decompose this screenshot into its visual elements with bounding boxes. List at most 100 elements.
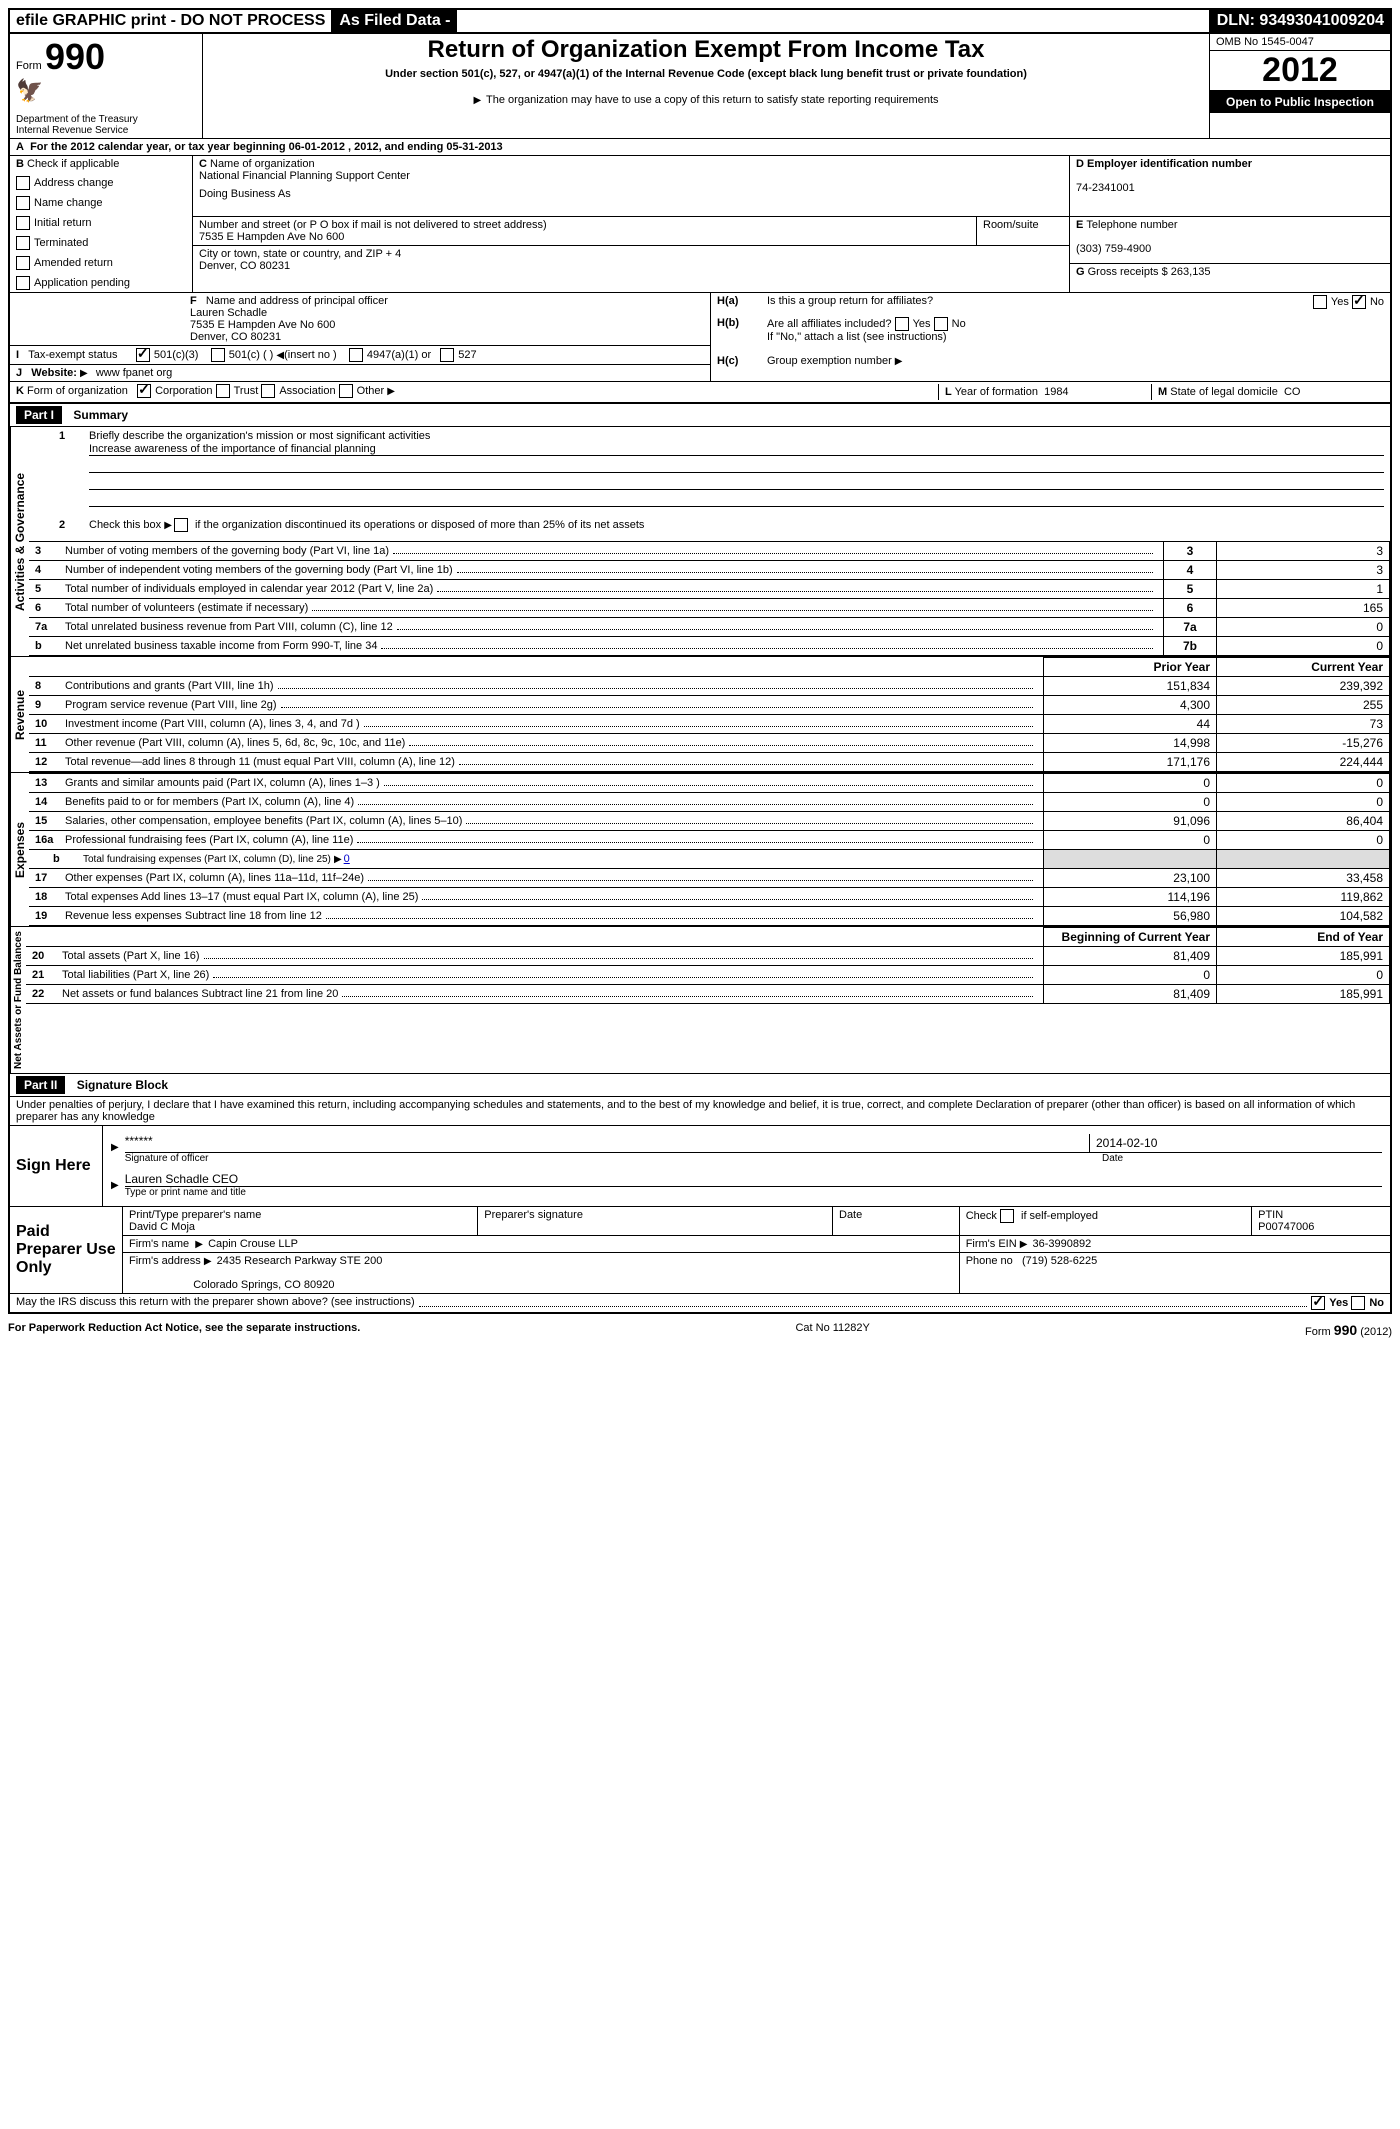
prep-sig-label: Preparer's signature xyxy=(478,1207,833,1236)
l1-text: Briefly describe the organization's miss… xyxy=(89,430,430,442)
insert-no: (insert no ) xyxy=(284,349,337,361)
hb-yes-checkbox[interactable] xyxy=(895,317,909,331)
firm-addr2: Colorado Springs, CO 80920 xyxy=(193,1279,334,1291)
self-emp-checkbox[interactable] xyxy=(1000,1209,1014,1223)
ha-yes-checkbox[interactable] xyxy=(1313,295,1327,309)
prep-name-label: Print/Type preparer's name xyxy=(129,1209,261,1221)
4947-label: 4947(a)(1) or xyxy=(367,349,431,361)
l16b-value[interactable]: 0 xyxy=(344,853,350,865)
efile-label: efile GRAPHIC print - DO NOT PROCESS xyxy=(10,10,331,32)
trust-checkbox[interactable] xyxy=(216,384,230,398)
part1-header: Part I xyxy=(16,406,62,424)
table-row: 7aTotal unrelated business revenue from … xyxy=(29,618,1390,637)
part2-subtitle: Signature Block xyxy=(77,1078,168,1092)
prior-year-header: Prior Year xyxy=(1044,658,1217,677)
end-year-header: End of Year xyxy=(1217,928,1390,947)
paid-preparer-label: Paid Preparer Use Only xyxy=(10,1207,123,1293)
table-row: bNet unrelated business taxable income f… xyxy=(29,637,1390,656)
state-reporting-note: The organization may have to use a copy … xyxy=(486,94,938,106)
org-name-label: Name of organization xyxy=(210,158,315,170)
addr-change-label: Address change xyxy=(34,177,114,189)
amended-checkbox[interactable] xyxy=(16,256,30,270)
firm-ein: 36-3990892 xyxy=(1033,1238,1092,1250)
table-row: 15Salaries, other compensation, employee… xyxy=(29,812,1390,831)
part1-subtitle: Summary xyxy=(73,408,128,422)
footer-form-no: 990 xyxy=(1334,1322,1357,1338)
527-checkbox[interactable] xyxy=(440,348,454,362)
open-to-public: Open to Public Inspection xyxy=(1210,91,1390,113)
tax-year: 2012 xyxy=(1210,51,1390,91)
table-row: 12Total revenue—add lines 8 through 11 (… xyxy=(29,753,1390,772)
tax-year-line: For the 2012 calendar year, or tax year … xyxy=(30,141,503,153)
firm-addr-label: Firm's address xyxy=(129,1255,201,1267)
terminated-checkbox[interactable] xyxy=(16,236,30,250)
addr-change-checkbox[interactable] xyxy=(16,176,30,190)
firm-name-label: Firm's name xyxy=(129,1238,189,1250)
firm-phone: (719) 528-6225 xyxy=(1022,1255,1097,1267)
revenue-table: Prior Year Current Year 8Contributions a… xyxy=(29,657,1390,772)
return-title: Return of Organization Exempt From Incom… xyxy=(209,36,1203,64)
footer-form-year: (2012) xyxy=(1360,1326,1392,1338)
form-number: 990 xyxy=(45,36,105,77)
self-emp-label: Check if self-employed xyxy=(966,1210,1098,1222)
discuss-no-checkbox[interactable] xyxy=(1351,1296,1365,1310)
firm-addr1: 2435 Research Parkway STE 200 xyxy=(217,1255,383,1267)
officer-addr2: Denver, CO 80231 xyxy=(190,331,281,343)
prep-date-label: Date xyxy=(833,1207,960,1236)
app-pending-label: Application pending xyxy=(34,277,130,289)
ha-no-checkbox[interactable] xyxy=(1352,295,1366,309)
l16b-num: b xyxy=(35,853,83,865)
corp-checkbox[interactable] xyxy=(137,384,151,398)
tab-net-assets: Net Assets or Fund Balances xyxy=(10,927,26,1073)
omb-label: OMB No xyxy=(1216,36,1258,48)
terminated-label: Terminated xyxy=(34,237,88,249)
app-pending-checkbox[interactable] xyxy=(16,276,30,290)
table-row: 18Total expenses Add lines 13–17 (must e… xyxy=(29,888,1390,907)
initial-return-checkbox[interactable] xyxy=(16,216,30,230)
dept-irs: Internal Revenue Service xyxy=(16,125,196,136)
table-row: 5Total number of individuals employed in… xyxy=(29,580,1390,599)
table-row: 9Program service revenue (Part VIII, lin… xyxy=(29,696,1390,715)
firm-ein-label: Firm's EIN xyxy=(966,1238,1017,1250)
sign-here-label: Sign Here xyxy=(10,1126,103,1206)
form-label-row: Form 990 xyxy=(16,36,196,78)
table-row: 6Total number of volunteers (estimate if… xyxy=(29,599,1390,618)
other-checkbox[interactable] xyxy=(339,384,353,398)
hb-no-checkbox[interactable] xyxy=(934,317,948,331)
table-row: 10Investment income (Part VIII, column (… xyxy=(29,715,1390,734)
tax-exempt-label: Tax-exempt status xyxy=(28,349,117,361)
form-label: Form xyxy=(16,60,42,72)
name-change-checkbox[interactable] xyxy=(16,196,30,210)
l2-checkbox[interactable] xyxy=(174,518,188,532)
return-subtitle: Under section 501(c), 527, or 4947(a)(1)… xyxy=(209,68,1203,80)
assoc-checkbox[interactable] xyxy=(261,384,275,398)
phone-label: Telephone number xyxy=(1086,219,1177,231)
state-dom-label: State of legal domicile xyxy=(1170,386,1278,398)
l2-rest: if the organization discontinued its ope… xyxy=(195,519,644,531)
arrow-icon xyxy=(473,94,483,106)
officer-addr1: 7535 E Hampden Ave No 600 xyxy=(190,319,335,331)
city-value: Denver, CO 80231 xyxy=(199,260,290,272)
website-label: Website: xyxy=(31,367,77,379)
501c-checkbox[interactable] xyxy=(211,348,225,362)
4947-checkbox[interactable] xyxy=(349,348,363,362)
cat-no: Cat No 11282Y xyxy=(795,1322,869,1338)
officer-signature: ****** xyxy=(125,1134,1089,1152)
527-label: 527 xyxy=(458,349,476,361)
table-row: 13Grants and similar amounts paid (Part … xyxy=(29,774,1390,793)
street-label: Number and street (or P O box if mail is… xyxy=(199,219,547,231)
discuss-yes-checkbox[interactable] xyxy=(1311,1296,1325,1310)
initial-return-label: Initial return xyxy=(34,217,91,229)
table-row: 11Other revenue (Part VIII, column (A), … xyxy=(29,734,1390,753)
ha-label: Is this a group return for affiliates? xyxy=(767,295,1313,309)
dba-label: Doing Business As xyxy=(199,188,291,200)
table-row: 16aProfessional fundraising fees (Part I… xyxy=(29,831,1390,850)
ptin-label: PTIN xyxy=(1258,1209,1283,1221)
sign-date: 2014-02-10 xyxy=(1089,1134,1382,1152)
501c3-checkbox[interactable] xyxy=(136,348,150,362)
l2-text: Check this box xyxy=(89,519,161,531)
dln-cell: DLN: 93493041009204 xyxy=(1209,10,1390,32)
table-row: 20Total assets (Part X, line 16) 81,409 … xyxy=(26,947,1390,966)
year-form-val: 1984 xyxy=(1044,386,1068,398)
asfiled-label: As Filed Data - xyxy=(331,10,456,32)
